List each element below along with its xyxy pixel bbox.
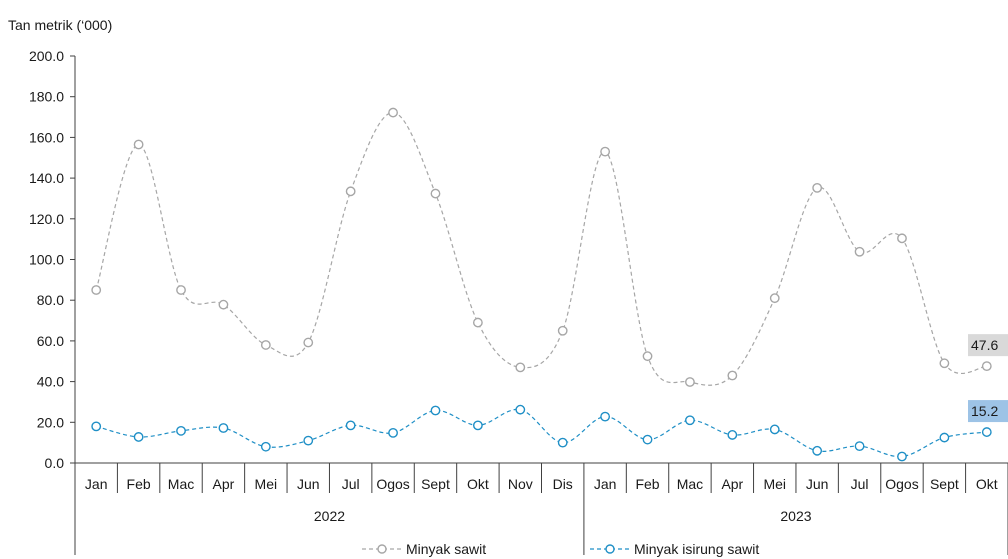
x-tick-label: Sept — [930, 476, 959, 492]
data-point — [430, 405, 441, 416]
x-tick-label: Jan — [85, 476, 108, 492]
data-point — [260, 441, 271, 452]
x-tick-label: Jun — [806, 476, 829, 492]
data-point — [600, 146, 611, 157]
x-tick-label: Feb — [127, 476, 151, 492]
x-tick-label: Jul — [851, 476, 869, 492]
data-point — [176, 425, 186, 436]
data-point — [769, 424, 780, 435]
data-point — [472, 317, 483, 328]
x-tick-label: Okt — [976, 476, 998, 492]
x-tick-label: Mac — [677, 476, 703, 492]
data-point — [854, 441, 865, 452]
x-tick-label: Mei — [255, 476, 278, 492]
data-point — [812, 182, 823, 193]
y-tick-label: 200.0 — [29, 48, 64, 64]
y-tick-label: 0.0 — [45, 455, 65, 471]
end-value-label: 47.6 — [971, 337, 998, 353]
x-tick-label: Sept — [421, 476, 450, 492]
data-point — [854, 246, 865, 257]
data-point — [600, 411, 611, 422]
data-point — [642, 351, 653, 362]
x-tick-label: Apr — [721, 476, 743, 492]
data-point — [133, 432, 144, 442]
end-label-box — [968, 334, 1008, 357]
year-label: 2022 — [314, 508, 345, 524]
x-tick-label: Apr — [213, 476, 235, 492]
x-tick-label: Okt — [467, 476, 489, 492]
series-layer — [91, 107, 992, 462]
data-point — [133, 139, 144, 150]
y-tick-label: 40.0 — [37, 374, 64, 390]
x-tick-label: Jul — [342, 476, 360, 492]
data-point — [91, 421, 102, 432]
data-point — [303, 337, 314, 348]
data-point — [981, 361, 992, 372]
data-point — [218, 299, 229, 310]
data-point — [91, 285, 102, 295]
data-point — [727, 430, 738, 440]
data-point — [388, 427, 398, 438]
data-point — [642, 434, 653, 445]
y-tick-label: 140.0 — [29, 170, 64, 186]
data-point — [685, 415, 695, 426]
y-tick-label: 80.0 — [37, 292, 64, 308]
end-value-label: 15.2 — [971, 403, 998, 419]
axes: 0.0 20.0 40.0 60.0 80.0 100.0 120.0 140.0 160.0 1… — [29, 48, 1008, 555]
y-tick-label: 60.0 — [37, 333, 64, 349]
data-point — [260, 340, 271, 350]
legend-label: Minyak isirung sawit — [634, 541, 759, 557]
data-point — [812, 445, 823, 456]
y-tick-label: 100.0 — [29, 252, 64, 268]
x-tick-label: Mei — [763, 476, 786, 492]
x-tick-label: Jun — [297, 476, 320, 492]
y-tick-label: 180.0 — [29, 89, 64, 105]
x-tick-label: Mac — [168, 476, 194, 492]
data-point — [430, 188, 441, 199]
legend-swatch-marker — [605, 544, 615, 554]
year-label: 2023 — [780, 508, 811, 524]
series-minyak-isirung-sawit — [91, 404, 992, 462]
data-point — [557, 325, 568, 336]
data-point — [981, 427, 992, 437]
legend-label: Minyak sawit — [406, 541, 486, 557]
legend-item: Minyak sawit — [362, 541, 486, 557]
y-tick-label: 20.0 — [37, 414, 64, 430]
y-tick-label: 120.0 — [29, 211, 64, 227]
series-minyak-sawit — [91, 107, 992, 387]
data-point — [218, 423, 229, 433]
y-tick-label: 160.0 — [29, 129, 64, 145]
data-point — [515, 362, 526, 373]
data-point — [897, 451, 907, 462]
data-point — [939, 358, 950, 369]
data-point — [515, 404, 526, 415]
data-point — [557, 437, 568, 448]
x-tick-label: Dis — [553, 476, 573, 492]
x-tick-label: Ogos — [376, 476, 409, 492]
data-point — [727, 370, 738, 381]
end-label-box — [968, 400, 1008, 423]
data-point — [303, 435, 314, 446]
x-tick-label: Jan — [594, 476, 617, 492]
data-point — [388, 107, 398, 118]
legend-swatch-marker — [377, 544, 387, 554]
x-tick-label: Ogos — [885, 476, 918, 492]
legend-item: Minyak isirung sawit — [590, 541, 759, 557]
x-tick-label: Feb — [635, 476, 659, 492]
data-point — [769, 293, 780, 304]
data-point — [176, 285, 186, 295]
series-line — [96, 408, 987, 458]
x-tick-label: Nov — [508, 476, 533, 492]
series-line — [95, 111, 987, 386]
legend: Minyak sawit Minyak isirung sawit — [362, 541, 759, 557]
data-point — [345, 186, 356, 197]
data-point — [345, 420, 356, 431]
data-point — [685, 377, 695, 387]
data-point — [472, 420, 483, 431]
y-axis-unit-label: Tan metrik (‘000) — [8, 17, 112, 33]
data-point — [897, 233, 907, 244]
labels-layer: 47.6 15.2 — [968, 334, 1008, 423]
data-point — [939, 432, 950, 443]
